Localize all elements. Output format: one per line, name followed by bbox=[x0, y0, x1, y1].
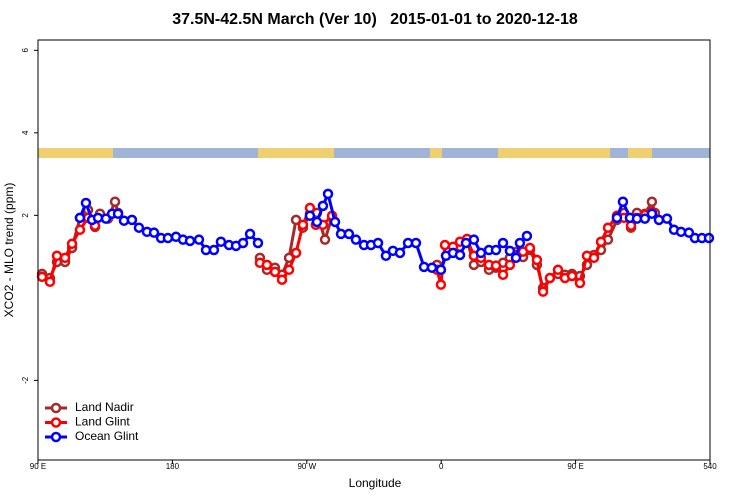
point bbox=[617, 196, 629, 207]
point bbox=[269, 266, 281, 278]
x-axis-label: Longitude bbox=[349, 476, 402, 490]
point bbox=[112, 208, 124, 219]
point bbox=[439, 239, 451, 251]
point bbox=[237, 237, 249, 249]
point bbox=[343, 228, 355, 240]
legend-marker bbox=[50, 431, 62, 443]
point bbox=[602, 222, 614, 233]
point bbox=[74, 212, 86, 224]
point bbox=[544, 272, 556, 284]
point bbox=[59, 252, 71, 264]
y-tick-label: 6 bbox=[21, 48, 30, 53]
point bbox=[566, 270, 578, 282]
plot-frame bbox=[37, 39, 711, 461]
y-tick-label: 4 bbox=[21, 130, 30, 135]
point bbox=[109, 196, 121, 207]
point bbox=[646, 208, 658, 219]
point bbox=[261, 259, 273, 271]
point bbox=[524, 242, 536, 254]
x-tick-label: 90 E bbox=[30, 462, 46, 471]
point bbox=[215, 236, 227, 247]
point bbox=[162, 232, 174, 244]
point bbox=[552, 264, 564, 276]
legend-marker bbox=[50, 402, 62, 414]
point bbox=[595, 236, 607, 247]
y-tick-label: -2 bbox=[21, 376, 30, 384]
point bbox=[319, 234, 331, 245]
land-ocean-strip bbox=[38, 148, 710, 158]
point bbox=[703, 232, 715, 244]
point bbox=[646, 196, 658, 207]
point bbox=[475, 247, 487, 259]
legend-label: Ocean Glint bbox=[75, 429, 139, 443]
chart-title: 37.5N-42.5N March (Ver 10) 2015-01-01 to… bbox=[172, 11, 578, 28]
point bbox=[504, 245, 516, 257]
point bbox=[490, 244, 502, 256]
point bbox=[44, 276, 56, 288]
point bbox=[208, 244, 220, 256]
legend-marker bbox=[50, 417, 62, 428]
point bbox=[148, 227, 160, 238]
point bbox=[653, 214, 665, 226]
y-tick-label: 2 bbox=[21, 213, 30, 218]
point bbox=[435, 264, 447, 276]
point bbox=[588, 252, 600, 264]
point bbox=[244, 228, 256, 240]
point bbox=[537, 286, 549, 297]
point bbox=[426, 262, 438, 273]
point bbox=[133, 222, 145, 233]
point bbox=[311, 216, 323, 228]
point bbox=[317, 200, 329, 212]
x-tick-label: 0 bbox=[439, 462, 444, 471]
point bbox=[435, 279, 447, 290]
point bbox=[193, 234, 205, 245]
point bbox=[304, 210, 316, 222]
point bbox=[410, 237, 422, 249]
point bbox=[290, 214, 302, 226]
point bbox=[497, 269, 509, 281]
point bbox=[276, 274, 288, 285]
x-tick-label: 90 E bbox=[567, 462, 583, 471]
point bbox=[639, 213, 651, 224]
point bbox=[322, 188, 334, 200]
y-axis-label: XCO2 - MLO trend (ppm) bbox=[2, 183, 16, 318]
x-tick-label: 540 bbox=[703, 462, 717, 471]
point bbox=[372, 237, 384, 249]
point bbox=[497, 237, 509, 249]
point bbox=[521, 230, 533, 242]
point bbox=[394, 247, 406, 259]
point bbox=[66, 238, 78, 250]
point bbox=[454, 249, 466, 261]
legend-label: Land Nadir bbox=[75, 400, 134, 414]
point bbox=[329, 216, 341, 228]
point bbox=[74, 224, 86, 236]
point bbox=[51, 250, 63, 262]
point bbox=[297, 219, 309, 231]
point bbox=[80, 197, 92, 209]
point bbox=[531, 254, 543, 266]
point bbox=[504, 259, 516, 271]
point bbox=[184, 235, 196, 247]
x-tick-label: 90 W bbox=[297, 462, 316, 471]
point bbox=[514, 237, 526, 249]
point bbox=[290, 247, 302, 259]
point bbox=[380, 250, 392, 262]
point bbox=[661, 213, 673, 224]
point bbox=[283, 264, 295, 276]
point bbox=[490, 260, 502, 271]
point bbox=[126, 214, 138, 226]
point bbox=[574, 277, 586, 289]
point bbox=[252, 237, 264, 249]
point bbox=[468, 234, 480, 245]
point bbox=[510, 252, 522, 264]
point bbox=[36, 271, 48, 283]
legend-label: Land Glint bbox=[75, 415, 130, 429]
x-tick-label: 180 bbox=[166, 462, 180, 471]
point bbox=[611, 212, 623, 224]
point bbox=[350, 234, 362, 245]
